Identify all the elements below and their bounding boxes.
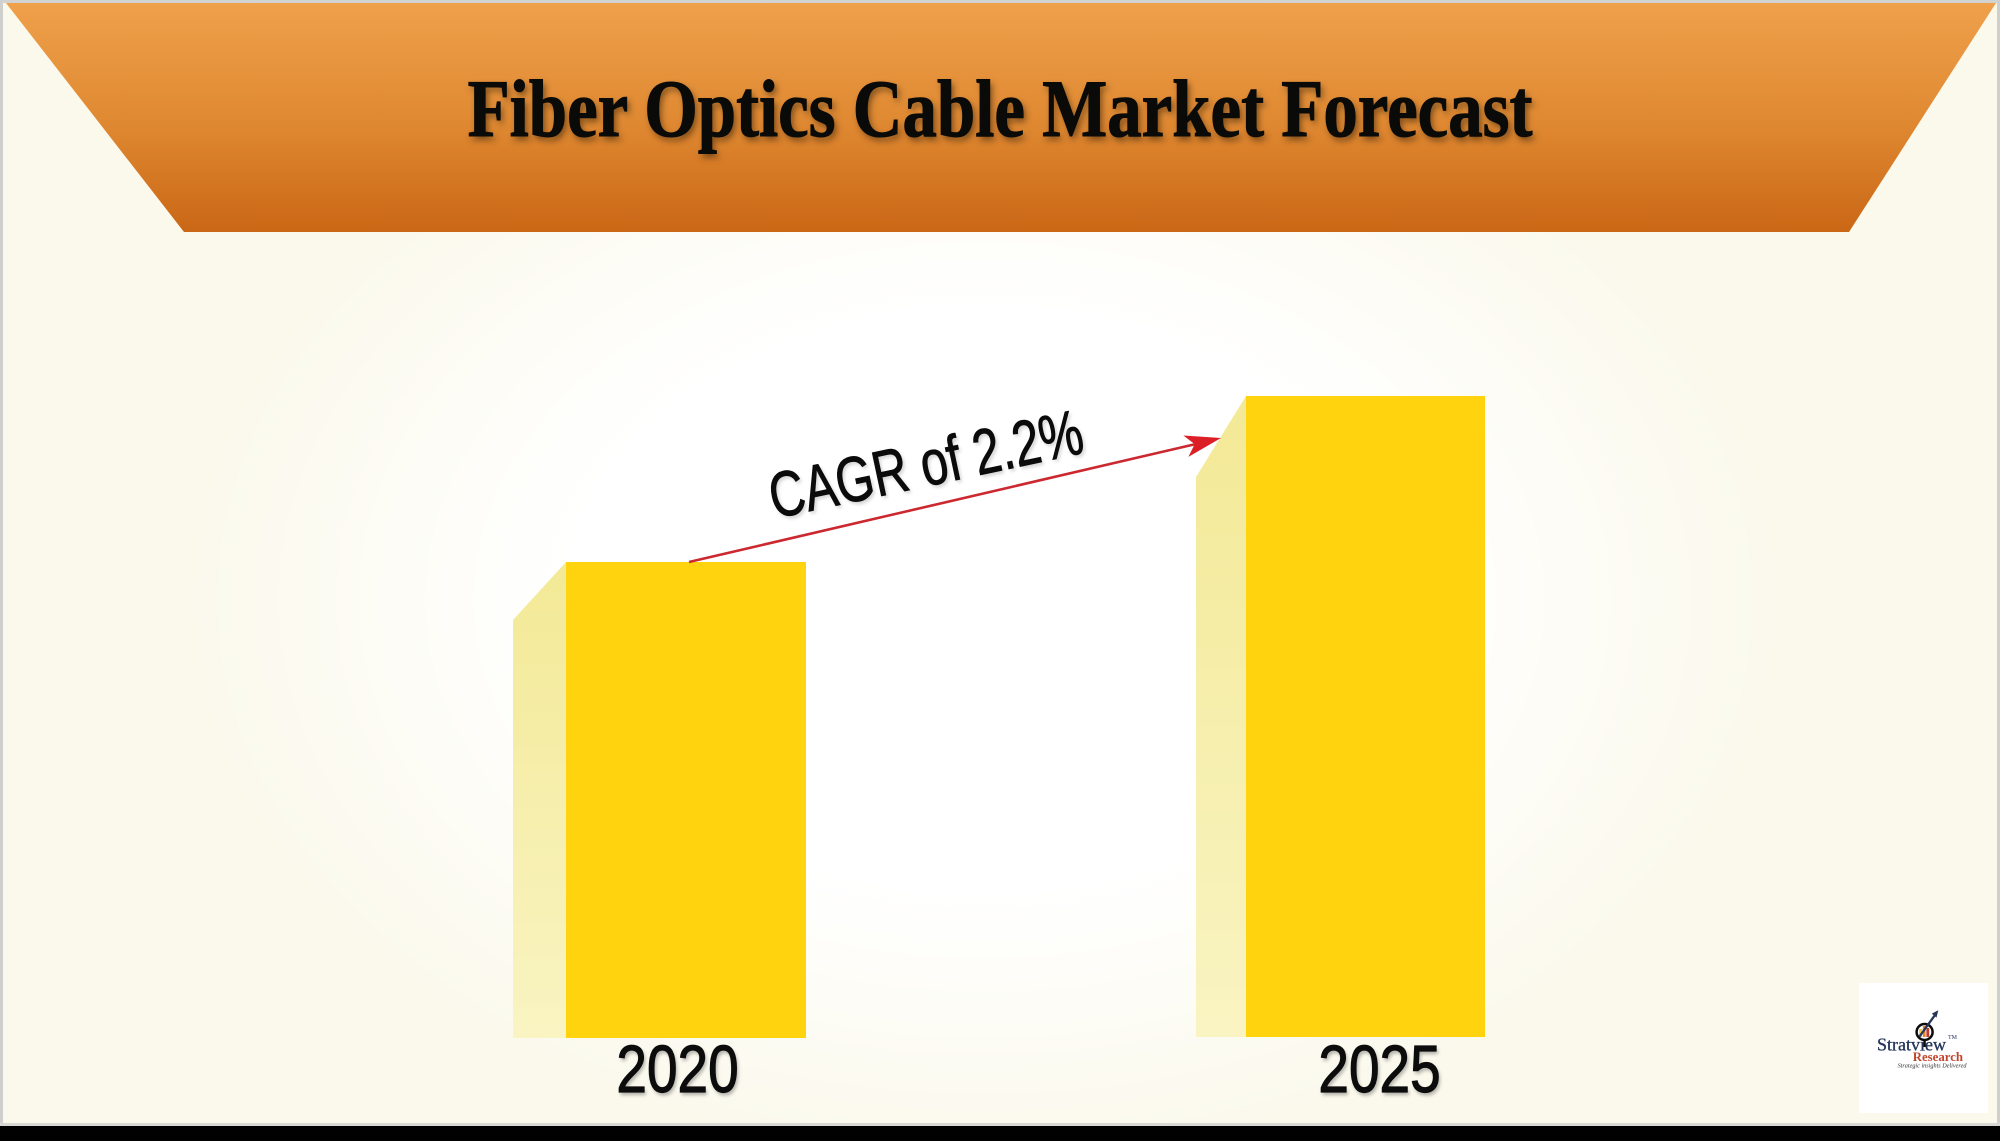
svg-text:Research: Research: [1913, 1050, 1963, 1064]
svg-text:Strategic insights Delivered: Strategic insights Delivered: [1898, 1063, 1968, 1070]
svg-text:TM: TM: [1948, 1035, 1958, 1041]
